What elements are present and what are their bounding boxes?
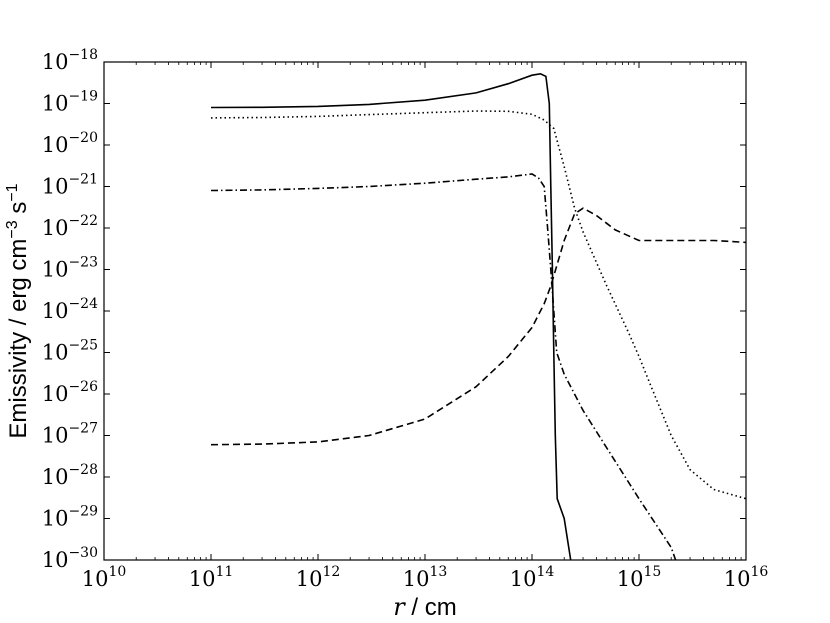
- x-axis-label-unit: / cm: [405, 594, 457, 621]
- y-tick-label: 10−23: [42, 255, 98, 282]
- series-line-dotted: [210, 110, 747, 500]
- x-axis-label-var: r: [393, 593, 406, 621]
- y-tick-label: 10−29: [42, 504, 98, 531]
- y-tick-label: 10−27: [42, 421, 98, 448]
- plot-frame: [103, 61, 747, 561]
- x-tick-label: 1014: [510, 564, 555, 591]
- series-line-dashdot: [210, 173, 677, 561]
- x-tick-label: 1015: [617, 564, 662, 591]
- tick-labels: 1010 1011 1012 1013 1014 1015 1016 10−18 10−19 10…: [42, 47, 769, 591]
- y-tick-label: 10−30: [42, 545, 98, 572]
- y-tick-label: 10−25: [42, 338, 98, 365]
- y-tick-label: 10−18: [42, 47, 98, 74]
- series-line-solid: [210, 72, 572, 561]
- y-axis-label-main: Emissivity / erg cm: [5, 239, 32, 439]
- y-axis-label-exp2: −1: [4, 183, 21, 201]
- x-tick-label: 1013: [403, 564, 448, 591]
- y-tick-label: 10−19: [42, 89, 98, 116]
- y-tick-label: 10−21: [42, 172, 98, 199]
- y-axis-label-mid: s: [5, 202, 32, 221]
- x-tick-label: 1011: [189, 564, 234, 591]
- y-tick-label: 10−28: [42, 462, 98, 489]
- x-tick-label: 1012: [296, 564, 341, 591]
- y-tick-label: 10−26: [42, 379, 98, 406]
- y-axis-label: Emissivity / erg cm−3 s−1: [4, 183, 32, 438]
- y-tick-label: 10−22: [42, 213, 98, 240]
- y-axis-label-exp1: −3: [4, 220, 21, 238]
- y-tick-label: 10−20: [42, 130, 98, 157]
- x-tick-label: 1016: [724, 564, 769, 591]
- x-axis-label: r / cm: [393, 593, 456, 621]
- series-line-dashed: [210, 207, 747, 446]
- x-tick-label: 1010: [82, 564, 127, 591]
- series-layer: [210, 72, 747, 561]
- y-tick-label: 10−24: [42, 296, 98, 323]
- ticks-layer: [103, 61, 747, 561]
